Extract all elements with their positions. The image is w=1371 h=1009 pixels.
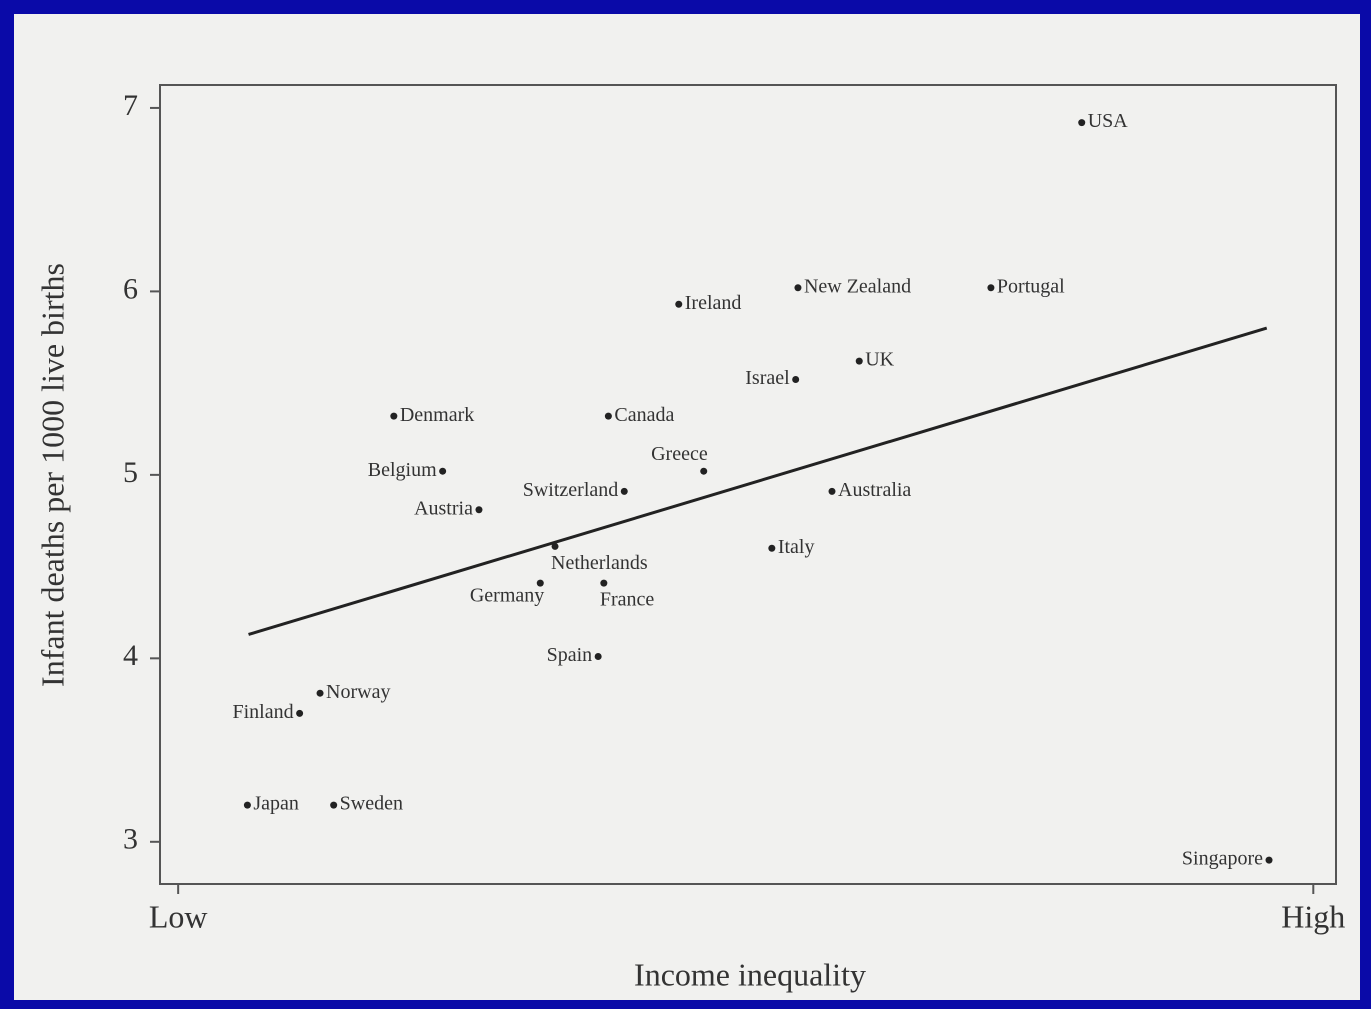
x-tick-label: High [1281, 898, 1345, 934]
y-tick-label: 6 [123, 272, 138, 305]
point-label: Norway [326, 681, 390, 703]
point [594, 653, 602, 661]
point-label: Australia [838, 479, 911, 501]
point [604, 412, 612, 420]
point-label: Denmark [400, 404, 474, 426]
picture-background [14, 14, 1360, 1000]
point-label: Sweden [340, 793, 403, 815]
trend-line [248, 326, 1268, 636]
point-label: France [600, 589, 655, 611]
point-label: UK [865, 349, 894, 371]
point-label: Italy [778, 536, 815, 558]
point-label: Ireland [685, 292, 742, 314]
point [1078, 119, 1086, 127]
point [296, 709, 304, 717]
y-tick-label: 3 [123, 823, 138, 856]
point-label: Israel [745, 367, 790, 389]
point [316, 689, 324, 697]
point-label: New Zealand [804, 275, 911, 297]
point-label: Germany [470, 585, 544, 607]
point [475, 506, 483, 514]
point-label: Austria [414, 497, 473, 519]
point [330, 801, 338, 809]
point [536, 579, 544, 587]
point-label: Singapore [1182, 848, 1263, 870]
plot-frame [159, 84, 1337, 885]
point-label: Spain [547, 644, 593, 666]
point [1265, 856, 1273, 864]
point [855, 357, 863, 365]
point-label: USA [1088, 110, 1129, 132]
point [792, 375, 800, 383]
point [600, 579, 608, 587]
point-label: Greece [651, 443, 708, 465]
x-tick-label: Low [149, 898, 208, 934]
point [700, 467, 708, 475]
point [243, 801, 251, 809]
point [620, 487, 628, 495]
point-label: Finland [232, 701, 293, 723]
point [828, 487, 836, 495]
point [768, 544, 776, 552]
y-tick-label: 4 [123, 639, 138, 672]
point-label: Netherlands [551, 552, 648, 574]
point [794, 284, 802, 292]
y-axis-label: Infant deaths per 1000 live births [34, 263, 70, 687]
x-axis-label: Income inequality [634, 956, 866, 992]
point-label: Canada [614, 404, 674, 426]
y-tick-label: 7 [123, 89, 138, 122]
point-label: Switzerland [523, 479, 619, 501]
point-label: Belgium [368, 459, 437, 481]
point-label: Japan [253, 793, 299, 815]
y-tick-label: 5 [123, 456, 138, 489]
point [987, 284, 995, 292]
point [439, 467, 447, 475]
point [551, 542, 559, 550]
point [390, 412, 398, 420]
point [675, 300, 683, 308]
point-label: Portugal [997, 275, 1065, 297]
